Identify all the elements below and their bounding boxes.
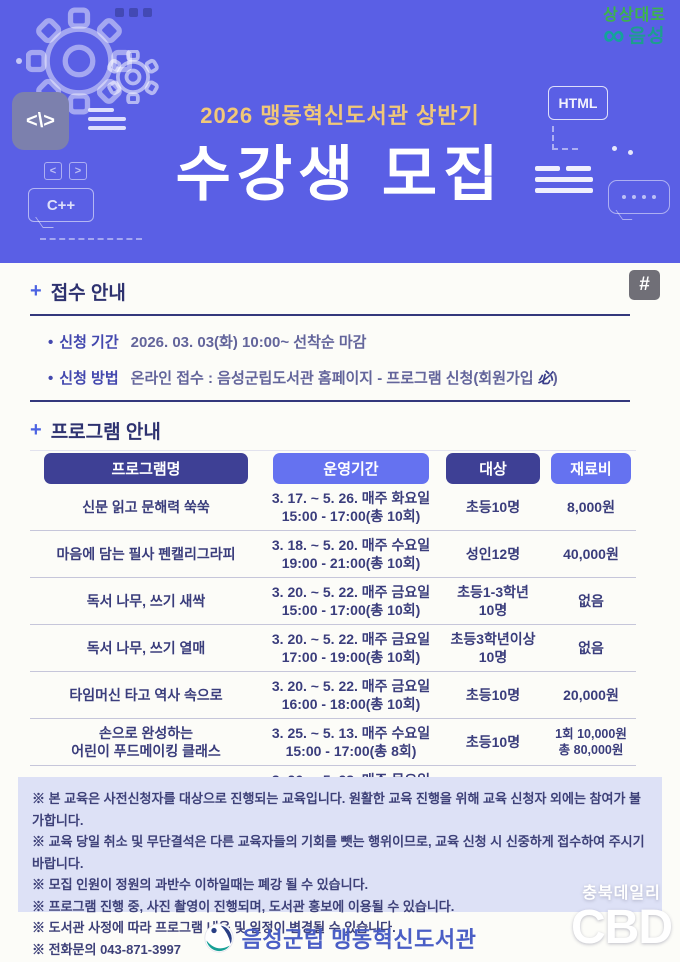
angle-brackets-icon: < > xyxy=(44,162,87,180)
table-row: 손으로 완성하는 어린이 푸드메이킹 클래스 3. 25. ~ 5. 13. 매주… xyxy=(30,719,636,766)
watermark: 충북데일리 CBD xyxy=(571,885,673,954)
hero-banner: <\> < > C++ HTML 상상대로 ∞ 음성 2026 맹동혁신도서관 … xyxy=(0,0,680,263)
header-fee: 재료비 xyxy=(546,453,636,484)
plus-icon: + xyxy=(30,419,42,441)
table-row: 신문 읽고 문해력 쑥쑥 3. 17. ~ 5. 26. 매주 화요일 15:00… xyxy=(30,484,636,531)
application-method-row: • 신청 방법 온라인 접수 : 음성군립도서관 홈페이지 - 프로그램 신청(… xyxy=(30,367,650,388)
bullet-icon: • xyxy=(48,334,54,351)
reception-section-title: + 접수 안내 xyxy=(30,280,126,304)
brand-slogan: 상상대로 xyxy=(603,7,666,24)
html-bubble-icon: HTML xyxy=(548,86,608,120)
notes-box: ※ 본 교육은 사전신청자를 대상으로 진행되는 교육입니다. 원활한 교육 진… xyxy=(18,777,662,957)
infinity-icon: ∞ xyxy=(603,19,625,52)
program-name-cell: 신문 읽고 문해력 쑥쑥 xyxy=(82,499,210,515)
period-cell: 3. 17. ~ 5. 26. 매주 화요일 15:00 - 17:00(총 10… xyxy=(271,490,431,524)
program-name-cell: 독서 나무, 쓰기 새싹 xyxy=(86,593,206,609)
period-cell: 3. 18. ~ 5. 20. 매주 수요일 19:00 - 21:00(총 10… xyxy=(271,537,431,571)
fee-cell: 1회 10,000원 총 80,000원 xyxy=(555,727,627,757)
dot-icon xyxy=(628,150,633,155)
application-period-row: • 신청 기간 2026. 03. 03(화) 10:00~ 선착순 마감 xyxy=(30,331,650,352)
info-label: 신청 방법 xyxy=(59,370,119,387)
target-cell: 초등10명 xyxy=(465,734,521,750)
gear-small-icon xyxy=(107,50,159,104)
fee-cell: 없음 xyxy=(578,640,604,656)
footer: 음성군립 맹동혁신도서관 xyxy=(0,922,680,954)
table-row: 독서 나무, 쓰기 새싹 3. 20. ~ 5. 22. 매주 금요일 15:00… xyxy=(30,578,636,625)
target-cell: 초등10명 xyxy=(465,687,521,703)
header-target: 대상 xyxy=(440,453,546,484)
hash-badge: # xyxy=(629,270,660,300)
target-cell: 초등1-3학년 10명 xyxy=(457,584,529,618)
program-section-title: + 프로그램 안내 xyxy=(30,419,161,443)
brand-county: 음성 xyxy=(628,25,666,47)
menu-lines-icon xyxy=(88,108,126,130)
info-value: 온라인 접수 : 음성군립도서관 홈페이지 - 프로그램 신청(회원가입 必) xyxy=(130,370,558,387)
period-cell: 3. 20. ~ 5. 22. 매주 금요일 16:00 - 18:00(총 10… xyxy=(271,678,431,712)
fee-cell: 없음 xyxy=(578,593,604,609)
code-icon: <\> xyxy=(12,92,69,150)
hero-subtitle: 2026 맹동혁신도서관 상반기 xyxy=(200,103,480,128)
required-mark: 必 xyxy=(537,370,553,387)
dot-icon xyxy=(612,146,617,151)
fee-cell: 20,000원 xyxy=(563,687,619,703)
right-angle-icon: > xyxy=(69,162,87,180)
watermark-logo: CBD xyxy=(571,901,673,954)
divider xyxy=(30,400,630,402)
info-label: 신청 기간 xyxy=(59,334,119,351)
header-program-name: 프로그램명 xyxy=(30,453,262,484)
hero-title: 수강생 모집 xyxy=(175,141,505,208)
program-name-cell: 독서 나무, 쓰기 열매 xyxy=(86,640,206,656)
eumseong-brand-logo: 상상대로 ∞ 음성 xyxy=(603,7,666,52)
info-value: 2026. 03. 03(화) 10:00~ 선착순 마감 xyxy=(130,334,367,351)
target-cell: 초등3학년이상 10명 xyxy=(450,631,536,665)
dashed-line xyxy=(40,238,142,240)
dot-icon xyxy=(16,58,22,64)
note-line: ※ 전화문의 043-871-3997 xyxy=(32,941,182,957)
target-cell: 초등10명 xyxy=(465,499,521,515)
text-lines-icon xyxy=(535,166,593,193)
header-period: 운영기간 xyxy=(262,453,440,484)
period-cell: 3. 25. ~ 5. 13. 매주 수요일 15:00 - 17:00(총 8회… xyxy=(271,725,431,759)
watermark-text: 충북데일리 xyxy=(582,885,661,902)
bullet-icon: • xyxy=(48,370,54,387)
table-header-row: 프로그램명 운영기간 대상 재료비 xyxy=(30,453,636,484)
table-row: 타임머신 타고 역사 속으로 3. 20. ~ 5. 22. 매주 금요일 16:… xyxy=(30,672,636,719)
poster-body: + 접수 안내 • 신청 기간 2026. 03. 03(화) 10:00~ 선… xyxy=(0,263,680,814)
divider xyxy=(30,314,630,316)
target-cell: 성인12명 xyxy=(465,546,521,562)
plus-icon: + xyxy=(30,280,42,302)
table-row: 독서 나무, 쓰기 열매 3. 20. ~ 5. 22. 매주 금요일 17:00… xyxy=(30,625,636,672)
left-angle-icon: < xyxy=(44,162,62,180)
table-row: 마음에 담는 필사 펜캘리그라피 3. 18. ~ 5. 20. 매주 수요일 1… xyxy=(30,531,636,578)
pixel-squares-icon xyxy=(115,8,152,17)
note-line: ※ 모집 인원이 정원의 과반수 이하일때는 폐강 될 수 있습니다. xyxy=(32,877,369,892)
period-cell: 3. 20. ~ 5. 22. 매주 금요일 17:00 - 19:00(총 10… xyxy=(271,631,431,665)
program-name-cell: 손으로 완성하는 어린이 푸드메이킹 클래스 xyxy=(71,725,221,759)
chat-bubble-icon xyxy=(608,180,670,214)
library-name: 음성군립 맹동혁신도서관 xyxy=(241,927,477,952)
fee-cell: 40,000원 xyxy=(563,546,619,562)
fee-cell: 8,000원 xyxy=(567,499,615,515)
note-line: ※ 프로그램 진행 중, 사진 촬영이 진행되며, 도서관 홍보에 이용될 수 … xyxy=(32,898,455,914)
library-logo-icon xyxy=(204,923,234,953)
period-cell: 3. 20. ~ 5. 22. 매주 금요일 15:00 - 17:00(총 10… xyxy=(271,584,431,618)
program-name-cell: 마음에 담는 필사 펜캘리그라피 xyxy=(56,546,236,562)
program-table: 프로그램명 운영기간 대상 재료비 신문 읽고 문해력 쑥쑥 3. 17. ~ … xyxy=(30,450,636,814)
dashed-connector xyxy=(552,126,578,150)
note-line: ※ 교육 당일 취소 및 무단결석은 다른 교육자들의 기회를 뺏는 행위이므로… xyxy=(32,834,645,871)
program-name-cell: 타임머신 타고 역사 속으로 xyxy=(69,687,223,703)
note-line: ※ 본 교육은 사전신청자를 대상으로 진행되는 교육입니다. 원활한 교육 진… xyxy=(32,791,641,828)
cpp-bubble-icon: C++ xyxy=(28,188,94,222)
